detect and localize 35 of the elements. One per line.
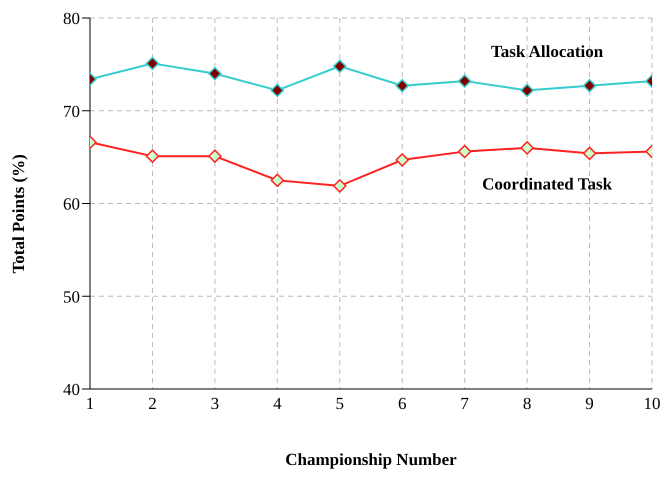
- point: [208, 149, 222, 163]
- y-tick-label: 60: [63, 194, 80, 214]
- point: [458, 144, 472, 158]
- y-tick-label: 70: [63, 102, 80, 121]
- x-tick-label: 2: [148, 394, 157, 414]
- point: [395, 153, 409, 167]
- series-label: Coordinated Task: [482, 174, 613, 194]
- x-tick-label: 8: [522, 394, 532, 414]
- point: [270, 174, 284, 188]
- point: [333, 59, 347, 73]
- x-tick-label: 4: [273, 394, 282, 414]
- x-tick-label: 5: [336, 394, 344, 414]
- x-axis-title: Championship Number: [285, 450, 458, 469]
- x-tick-label: 3: [210, 394, 220, 414]
- point: [520, 141, 534, 155]
- y-axis-title: Total Points (%): [9, 154, 28, 274]
- x-tick-label: 1: [86, 394, 94, 414]
- point: [520, 84, 534, 98]
- point: [582, 146, 596, 160]
- point: [146, 56, 160, 70]
- x-tick-label: 7: [460, 394, 470, 414]
- y-tick-label: 50: [63, 287, 80, 306]
- series-label: Task Allocation: [490, 42, 604, 62]
- x-tick-label: 6: [398, 394, 406, 414]
- point: [395, 78, 409, 92]
- point: [208, 66, 222, 80]
- y-tick-label: 40: [63, 380, 80, 400]
- point: [582, 78, 596, 92]
- point: [270, 84, 284, 98]
- y-tick-label: 80: [63, 9, 80, 28]
- point: [458, 74, 472, 88]
- x-tick-label: 10: [644, 394, 660, 414]
- point: [333, 179, 347, 193]
- x-tick-label: 9: [585, 394, 594, 414]
- point: [146, 149, 160, 163]
